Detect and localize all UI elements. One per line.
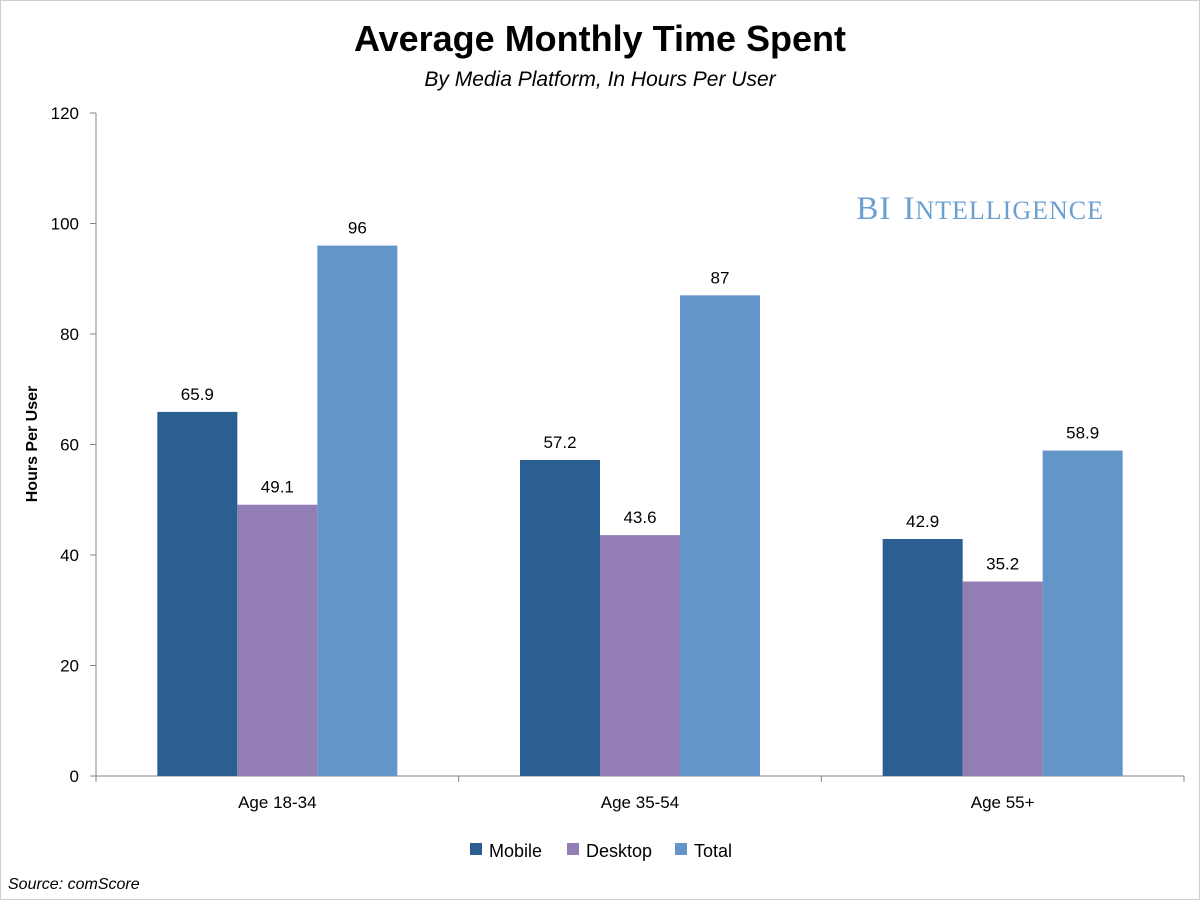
- data-label: 49.1: [261, 478, 294, 497]
- y-tick-label: 60: [60, 436, 79, 455]
- source-note: Source: comScore: [8, 876, 140, 893]
- y-tick-label: 20: [60, 657, 79, 676]
- y-tick-label: 120: [51, 104, 79, 123]
- data-labels: 65.9 57.2 42.9 49.1 43.6 35.2 96 87 58.9: [181, 219, 1099, 574]
- x-tick-label: Age 35-54: [601, 793, 679, 812]
- bar-total-1: [317, 245, 398, 777]
- y-tick-label: 80: [60, 325, 79, 344]
- axes: 0 20 40 60 80 100 120 Age 18-34 Age 35-54 Age 55+: [51, 104, 1185, 812]
- legend-swatch-desktop: [567, 843, 579, 855]
- bar-total-3: [1042, 450, 1123, 776]
- bar-desktop-1: [237, 504, 318, 776]
- bar-desktop-2: [600, 535, 680, 776]
- legend-swatch-mobile: [470, 843, 482, 855]
- chart-title: Average Monthly Time Spent: [353, 18, 847, 59]
- x-tick-label: Age 18-34: [238, 793, 316, 812]
- bars: [157, 245, 1123, 777]
- y-axis-title: Hours Per User: [24, 386, 41, 503]
- data-label: 42.9: [906, 512, 939, 531]
- y-tick-label: 0: [70, 767, 79, 786]
- legend: Mobile Desktop Total: [470, 841, 732, 861]
- data-label: 96: [348, 219, 367, 238]
- y-tick-label: 100: [51, 215, 79, 234]
- legend-label-total: Total: [694, 841, 732, 861]
- bar-desktop-3: [962, 581, 1043, 776]
- y-tick-label: 40: [60, 546, 79, 565]
- data-label: 35.2: [986, 555, 1019, 574]
- chart-subtitle: By Media Platform, In Hours Per User: [424, 68, 776, 91]
- data-label: 58.9: [1066, 424, 1099, 443]
- data-label: 57.2: [543, 433, 576, 452]
- data-label: 43.6: [623, 508, 656, 527]
- x-tick-label: Age 55+: [971, 793, 1035, 812]
- bar-mobile-3: [882, 538, 963, 776]
- legend-swatch-total: [675, 843, 687, 855]
- data-label: 65.9: [181, 385, 214, 404]
- data-label: 87: [711, 268, 730, 287]
- bar-mobile-2: [520, 459, 600, 776]
- bi-intelligence-watermark: BI INTELLIGENCE: [856, 191, 1104, 227]
- legend-label-desktop: Desktop: [586, 841, 652, 861]
- bar-total-2: [680, 295, 760, 776]
- legend-label-mobile: Mobile: [489, 841, 542, 861]
- bar-mobile-1: [157, 411, 238, 776]
